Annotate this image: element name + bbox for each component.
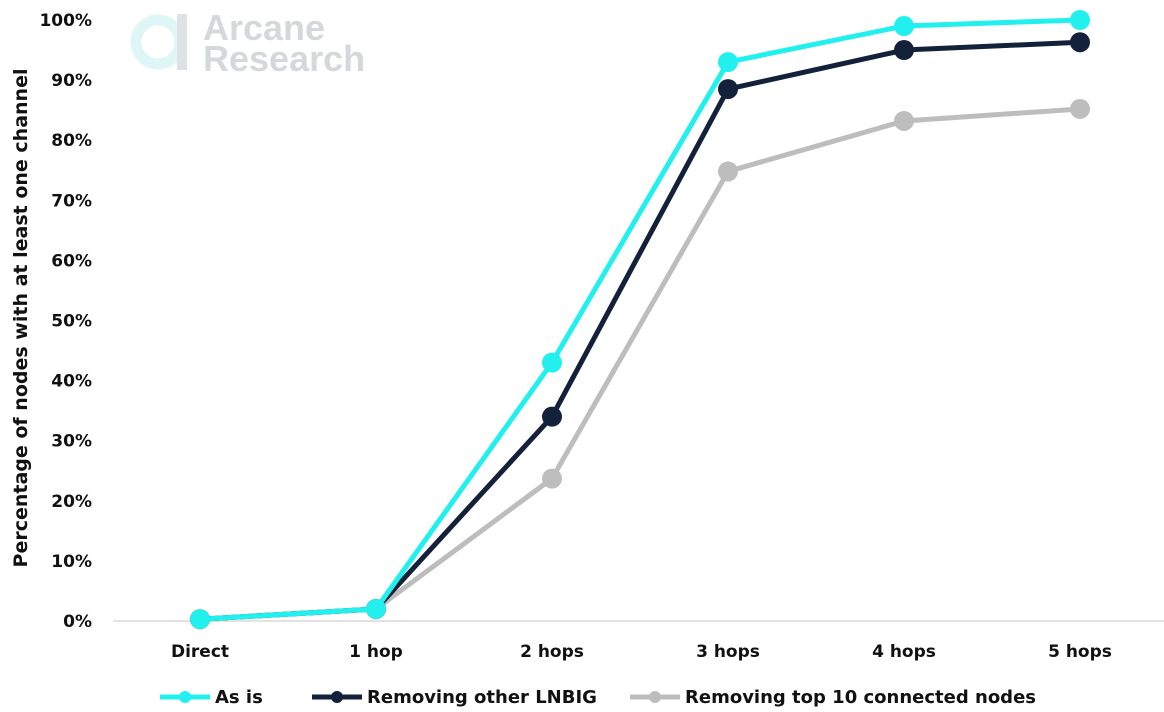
x-tick-label: 4 hops — [872, 642, 936, 662]
legend-label: Removing top 10 connected nodes — [685, 687, 1036, 708]
series-line — [199, 106, 1081, 622]
y-axis-label: Percentage of nodes with at least one ch… — [10, 69, 32, 568]
series-line — [199, 17, 1081, 622]
data-point — [542, 352, 562, 373]
series-1 — [190, 32, 1090, 630]
arcane-logo-icon — [130, 14, 187, 70]
y-axis-ticks: 0% 10% 20% 30% 40% 50% 60% 70% 80% 90% 100% — [39, 11, 92, 632]
data-point — [894, 110, 914, 131]
y-tick-label: 10% — [51, 552, 92, 572]
y-tick-label: 30% — [51, 432, 92, 452]
x-axis-ticks: Direct 1 hop 2 hops 3 hops 4 hops 5 hops — [171, 642, 1112, 662]
data-point — [718, 79, 738, 100]
y-tick-label: 100% — [39, 11, 92, 31]
data-point — [542, 406, 562, 427]
data-point — [1070, 98, 1090, 119]
y-tick-label: 20% — [51, 492, 92, 512]
legend: As is Removing other LNBIG Removing top 10… — [160, 687, 1036, 708]
series-0 — [190, 10, 1090, 630]
logo: Arcane Research — [130, 7, 365, 79]
y-tick-label: 90% — [51, 71, 92, 91]
series-layer — [190, 10, 1090, 630]
legend-swatch-marker — [331, 691, 343, 703]
series-line — [199, 39, 1081, 622]
data-point — [1070, 10, 1090, 30]
data-point — [1070, 32, 1090, 53]
data-point — [718, 52, 738, 73]
legend-item: Removing top 10 connected nodes — [630, 687, 1036, 708]
data-point — [894, 40, 914, 61]
legend-label: As is — [215, 687, 263, 708]
legend-swatch-marker — [179, 691, 191, 703]
legend-swatch-marker — [649, 691, 661, 703]
data-point — [190, 609, 210, 630]
data-point — [718, 161, 738, 182]
legend-item: As is — [160, 687, 263, 708]
x-tick-label: Direct — [171, 642, 229, 662]
y-tick-label: 60% — [51, 251, 92, 271]
logo-line-1: Arcane — [203, 7, 325, 48]
x-tick-label: 3 hops — [696, 642, 760, 662]
data-point — [542, 468, 562, 489]
x-tick-label: 2 hops — [520, 642, 584, 662]
legend-item: Removing other LNBIG — [312, 687, 597, 708]
y-tick-label: 80% — [51, 131, 92, 151]
data-point — [894, 16, 914, 37]
x-tick-label: 1 hop — [349, 642, 403, 662]
y-tick-label: 0% — [63, 612, 92, 632]
series-2 — [190, 98, 1090, 630]
y-tick-label: 70% — [51, 191, 92, 211]
y-tick-label: 50% — [51, 312, 92, 332]
legend-label: Removing other LNBIG — [367, 687, 597, 708]
y-tick-label: 40% — [51, 372, 92, 392]
data-point — [366, 598, 386, 619]
logo-line-2: Research — [203, 38, 365, 79]
x-tick-label: 5 hops — [1048, 642, 1112, 662]
